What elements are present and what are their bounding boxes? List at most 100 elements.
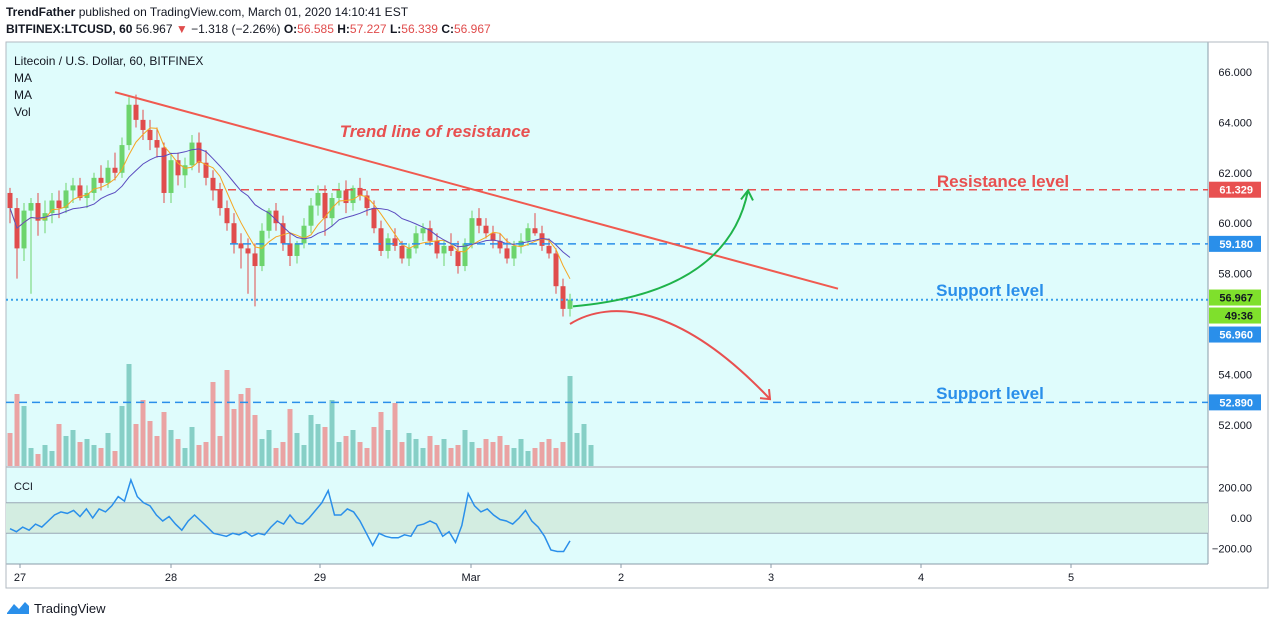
change-value: −1.318 (−2.26%) xyxy=(191,22,281,36)
candle xyxy=(371,200,377,234)
volume-bar xyxy=(63,436,69,466)
countdown-tag-box xyxy=(1209,307,1261,324)
legend-ma-2[interactable]: MA xyxy=(14,88,32,102)
volume-bar xyxy=(392,403,398,466)
volume-bar xyxy=(588,445,594,466)
volume-bar xyxy=(287,409,293,466)
legend-vol[interactable]: Vol xyxy=(14,105,31,119)
last-price-tag-box xyxy=(1209,289,1261,306)
candle xyxy=(406,243,412,267)
volume-bar xyxy=(238,394,244,466)
cci-indicator: 200.00 0.00 −200.00 xyxy=(6,477,1252,556)
volume-bar xyxy=(161,412,167,466)
cci-label[interactable]: CCI xyxy=(14,481,33,493)
candle xyxy=(560,278,566,317)
volume-bar xyxy=(35,454,41,466)
trend-line-annotation: Trend line of resistance xyxy=(340,122,531,141)
lower-support-price-tag-box xyxy=(1209,394,1261,411)
volume-bar xyxy=(364,448,370,466)
open-label: O: xyxy=(283,22,298,36)
volume-bar xyxy=(98,448,104,466)
cci-tick-label: 200.00 xyxy=(1218,483,1252,495)
volume-bar xyxy=(525,451,531,466)
time-tick-label: 5 xyxy=(1068,572,1074,584)
volume-bar xyxy=(189,427,195,466)
volume-bar xyxy=(518,439,524,466)
volume-bar xyxy=(420,448,426,466)
candle xyxy=(315,185,321,216)
candle xyxy=(203,150,209,186)
volume-bar xyxy=(476,448,482,466)
volume-bar xyxy=(357,442,363,466)
volume-bar xyxy=(343,436,349,466)
volume-bar xyxy=(315,424,321,466)
volume-bar xyxy=(70,430,76,466)
candle xyxy=(217,182,223,216)
candle xyxy=(133,94,139,128)
candle xyxy=(287,233,293,267)
price-tags: 61.329 59.180 56.967 49:36 56.960 52.890 xyxy=(1209,181,1261,411)
volume-bar xyxy=(448,448,454,466)
level-lines xyxy=(6,188,1208,404)
volume-bar xyxy=(329,400,335,466)
candle xyxy=(175,152,181,186)
candle xyxy=(336,182,342,206)
volume-bar xyxy=(294,433,300,466)
volume-bar xyxy=(546,439,552,466)
resistance-price-tag-box xyxy=(1209,181,1261,198)
candle xyxy=(343,180,349,214)
cci-line xyxy=(9,477,571,553)
price-tick-label: 62.000 xyxy=(1218,168,1252,180)
candle xyxy=(532,213,538,236)
volume-bar xyxy=(231,409,237,466)
volume-bar xyxy=(21,406,27,466)
candle xyxy=(21,203,27,261)
candle xyxy=(490,225,496,249)
volume-bar xyxy=(7,433,13,466)
volume-bar xyxy=(105,433,111,466)
publisher-name[interactable]: TrendFather xyxy=(6,5,76,19)
candle xyxy=(210,170,216,201)
volume-bar xyxy=(196,445,202,466)
volume-bar xyxy=(504,445,510,466)
candle xyxy=(98,165,104,191)
candle xyxy=(546,238,552,259)
volume-bar xyxy=(245,388,251,466)
volume-bar xyxy=(308,415,314,466)
volume-bar xyxy=(28,448,34,466)
tradingview-brand[interactable]: TradingView xyxy=(6,600,106,616)
volume-bar xyxy=(574,433,580,466)
candle xyxy=(63,182,69,214)
candle xyxy=(364,190,370,216)
moving-averages xyxy=(9,127,571,280)
volume-bar xyxy=(77,442,83,466)
price-axis-labels: 66.000 64.000 62.000 60.000 58.000 54.000 52.0… xyxy=(1218,67,1252,432)
trend-line[interactable] xyxy=(114,91,839,290)
volume-bar xyxy=(112,451,118,466)
volume-bar xyxy=(497,436,503,466)
price-tick-label: 58.000 xyxy=(1218,269,1252,281)
current-support-price-tag-box xyxy=(1209,326,1261,343)
volume-bar xyxy=(182,448,188,466)
bearish-arrow[interactable] xyxy=(569,310,771,400)
time-tick-label: 27 xyxy=(14,572,26,584)
volume-bar xyxy=(567,376,573,466)
volume-bar xyxy=(455,445,461,466)
volume-bar xyxy=(490,442,496,466)
publish-info: TrendFather published on TradingView.com… xyxy=(6,5,408,19)
candle xyxy=(504,238,510,264)
price-tick-label: 66.000 xyxy=(1218,67,1252,79)
bullish-arrow-head xyxy=(740,188,754,201)
candle xyxy=(497,233,503,254)
volume-bar xyxy=(252,415,258,466)
bullish-arrow[interactable] xyxy=(572,190,749,308)
volume-bars xyxy=(7,364,594,466)
candle xyxy=(147,119,153,151)
candle xyxy=(161,142,167,204)
legend-title: Litecoin / U.S. Dollar, 60, BITFINEX xyxy=(14,54,203,68)
legend-ma-1[interactable]: MA xyxy=(14,71,32,85)
support-annotation-2: Support level xyxy=(936,384,1044,403)
volume-bar xyxy=(322,427,328,466)
candle xyxy=(385,233,391,259)
